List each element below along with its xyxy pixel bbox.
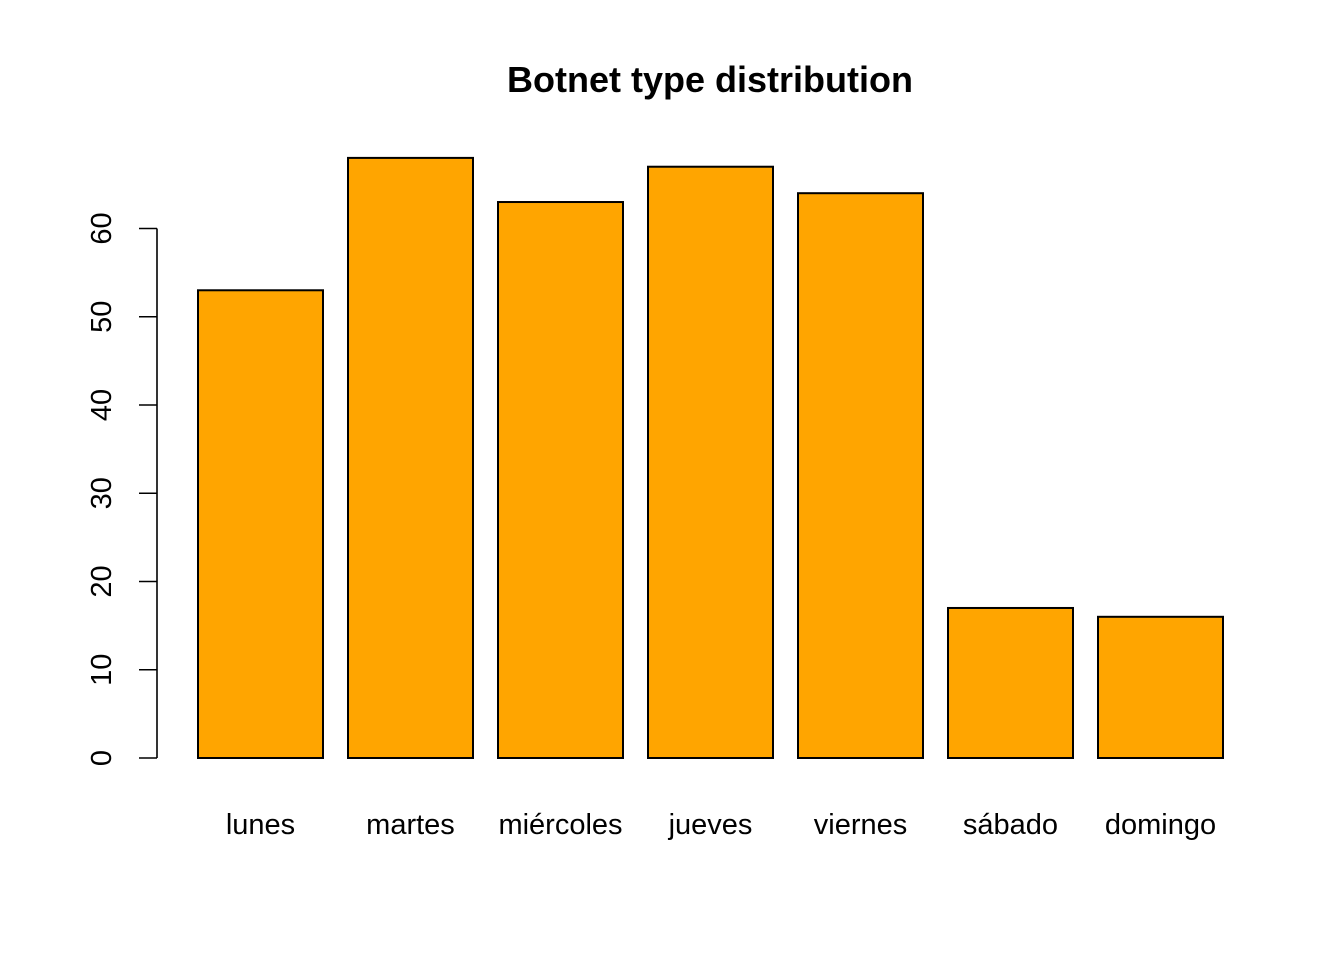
chart-title: Botnet type distribution xyxy=(507,59,913,100)
x-category-label: domingo xyxy=(1105,809,1216,841)
x-category-label: viernes xyxy=(814,809,908,841)
y-tick-label: 50 xyxy=(86,301,118,333)
x-category-label: jueves xyxy=(668,809,753,841)
bar-2 xyxy=(497,201,624,759)
bar-5 xyxy=(947,606,1074,759)
x-category-label: lunes xyxy=(226,809,295,841)
bar-4 xyxy=(797,192,924,759)
y-tick-label: 30 xyxy=(86,477,118,509)
y-tick-label: 20 xyxy=(86,565,118,597)
x-category-label: miércoles xyxy=(498,809,622,841)
bar-6 xyxy=(1097,615,1224,759)
x-axis-labels: lunes martes miércoles jueves viernes sábado d… xyxy=(226,809,1216,841)
bar-0 xyxy=(197,289,324,759)
bar-1 xyxy=(347,156,474,759)
y-tick-label: 10 xyxy=(86,654,118,686)
bars-group xyxy=(197,156,1224,760)
bar-3 xyxy=(647,165,774,760)
y-axis: 0 10 20 30 40 50 60 xyxy=(86,212,158,766)
y-tick-label: 60 xyxy=(86,212,118,244)
y-tick-label: 0 xyxy=(86,750,118,766)
y-tick-label: 40 xyxy=(86,389,118,421)
x-category-label: martes xyxy=(366,809,455,841)
x-category-label: sábado xyxy=(963,809,1058,841)
